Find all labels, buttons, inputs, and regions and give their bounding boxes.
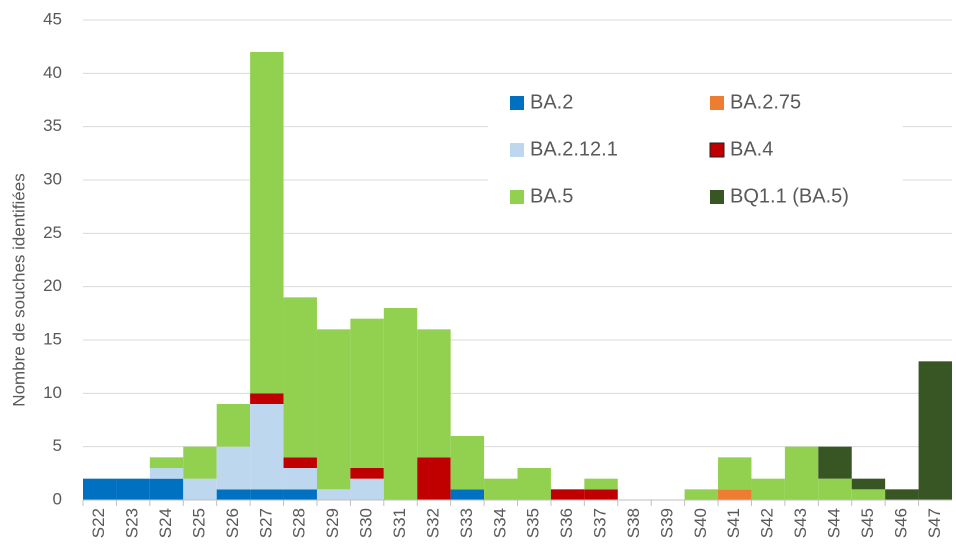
- bar-segment: [283, 457, 317, 468]
- x-tick-label: S43: [791, 508, 810, 538]
- x-tick-label: S41: [724, 508, 743, 538]
- bar-segment: [417, 457, 451, 500]
- bar-segment: [550, 489, 585, 500]
- x-tick-label: S37: [591, 508, 610, 538]
- bar-segment: [316, 489, 351, 500]
- bar-segment: [250, 404, 284, 490]
- x-tick-label: S25: [189, 508, 208, 538]
- x-tick-label: S39: [657, 508, 676, 538]
- x-tick-label: S30: [357, 508, 376, 538]
- x-tick-label: S32: [423, 508, 442, 538]
- bar-segment: [751, 478, 785, 500]
- y-tick-label: 20: [43, 276, 62, 295]
- y-tick-label: 35: [43, 116, 62, 135]
- bar-segment: [517, 468, 551, 500]
- y-tick-label: 40: [43, 63, 62, 82]
- bar-segment: [216, 446, 251, 490]
- bar-segment: [918, 361, 952, 500]
- bar-segment: [417, 329, 451, 458]
- x-tick-label: S26: [223, 508, 242, 538]
- x-tick-label: S29: [323, 508, 342, 538]
- bar-segment: [818, 478, 852, 500]
- legend-swatch: [710, 96, 724, 110]
- bar-segment: [149, 457, 184, 468]
- y-tick-label: 30: [43, 169, 62, 188]
- x-tick-label: S40: [691, 508, 710, 538]
- legend-swatch: [510, 190, 524, 204]
- x-tick-label: S23: [123, 508, 142, 538]
- x-tick-label: S22: [89, 508, 108, 538]
- bar-segment: [216, 404, 251, 447]
- x-tick-label: S44: [825, 508, 844, 538]
- bar-segment: [851, 478, 886, 490]
- bar-segment: [885, 489, 919, 500]
- x-tick-label: S47: [925, 508, 944, 538]
- bar-segment: [149, 478, 184, 500]
- x-tick-label: S27: [256, 508, 275, 538]
- bar-segment: [250, 52, 284, 394]
- bar-segment: [283, 489, 317, 500]
- legend-swatch: [710, 190, 724, 204]
- bar-segment: [718, 457, 752, 490]
- bar-segment: [718, 489, 752, 500]
- x-tick-label: S46: [891, 508, 910, 538]
- bar-segment: [316, 329, 351, 490]
- bar-segment: [216, 489, 251, 500]
- bar-segment: [149, 468, 184, 479]
- y-tick-label: 15: [43, 329, 62, 348]
- legend-swatch: [510, 96, 524, 110]
- y-tick-label: 0: [53, 489, 62, 508]
- bar-segment: [784, 446, 819, 500]
- bar-segment: [183, 478, 217, 500]
- bar-segment: [684, 489, 719, 500]
- y-axis-label: Nombre de souches identifiées: [9, 173, 28, 406]
- x-tick-label: S33: [457, 508, 476, 538]
- legend-label: BA.4: [730, 138, 773, 160]
- legend-label: BA.2.75: [730, 91, 801, 113]
- x-tick-label: S35: [524, 508, 543, 538]
- bar-segment: [350, 318, 384, 468]
- legend-label: BA.2: [530, 91, 573, 113]
- bar-segment: [83, 478, 117, 500]
- x-tick-label: S28: [290, 508, 309, 538]
- x-tick-label: S42: [758, 508, 777, 538]
- bar-segment: [584, 489, 618, 500]
- y-tick-label: 25: [43, 223, 62, 242]
- x-tick-label: S24: [156, 508, 175, 538]
- y-tick-label: 5: [53, 436, 62, 455]
- x-tick-label: S36: [557, 508, 576, 538]
- bar-segment: [250, 489, 284, 500]
- legend-swatch: [709, 142, 725, 158]
- bar-segment: [450, 436, 485, 490]
- bar-segment: [851, 489, 886, 500]
- bar-segment: [250, 393, 284, 404]
- x-tick-label: S45: [858, 508, 877, 538]
- legend-box: [488, 78, 903, 223]
- legend-label: BA.2.12.1: [530, 138, 618, 160]
- legend-label: BQ1.1 (BA.5): [730, 185, 849, 207]
- bar-segment: [183, 446, 217, 479]
- bar-segment: [350, 468, 384, 479]
- legend-swatch: [510, 143, 524, 157]
- bar-segment: [283, 297, 317, 458]
- x-tick-label: S31: [390, 508, 409, 538]
- y-tick-label: 10: [43, 383, 62, 402]
- x-tick-label: S34: [490, 508, 509, 538]
- bar-segment: [350, 478, 384, 500]
- bar-segment: [584, 478, 618, 490]
- bar-segment: [450, 489, 485, 500]
- bar-segment: [383, 308, 418, 500]
- x-tick-label: S38: [624, 508, 643, 538]
- y-tick-label: 45: [43, 9, 62, 28]
- bar-segment: [484, 478, 518, 500]
- bar-segment: [283, 468, 317, 490]
- legend-label: BA.5: [530, 185, 573, 207]
- bar-segment: [818, 446, 852, 479]
- bar-segment: [116, 478, 150, 500]
